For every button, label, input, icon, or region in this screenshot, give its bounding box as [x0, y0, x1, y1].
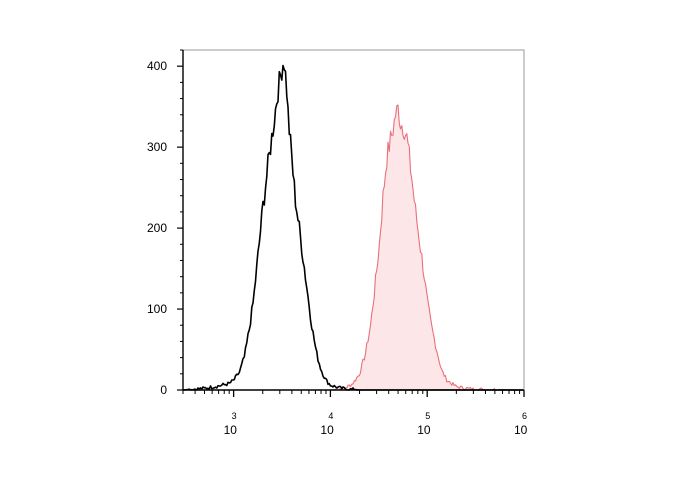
y-tick-label: 200 — [147, 221, 167, 235]
series-1-line — [183, 104, 523, 391]
x-tick-label-exponent: 4 — [328, 411, 333, 421]
y-tick-label: 0 — [160, 383, 167, 397]
axes: 0 100 200 300 400 10 3 10 4 10 5 10 6 — [147, 49, 528, 437]
x-tick-label-base: 10 — [320, 423, 334, 437]
x-tick-label-exponent: 6 — [522, 411, 527, 421]
plot-area — [182, 64, 524, 391]
x-tick-label-exponent: 3 — [232, 411, 237, 421]
x-tick-label-base: 10 — [514, 423, 528, 437]
x-tick-label-exponent: 5 — [425, 411, 430, 421]
series-0-line — [182, 64, 523, 391]
y-tick-label: 100 — [147, 302, 167, 316]
plot-frame — [182, 49, 525, 391]
x-tick-label-base: 10 — [224, 423, 238, 437]
y-tick-label: 300 — [147, 140, 167, 154]
series-1-area — [183, 105, 524, 390]
y-tick-label: 400 — [147, 59, 167, 73]
x-tick-label-base: 10 — [417, 423, 431, 437]
